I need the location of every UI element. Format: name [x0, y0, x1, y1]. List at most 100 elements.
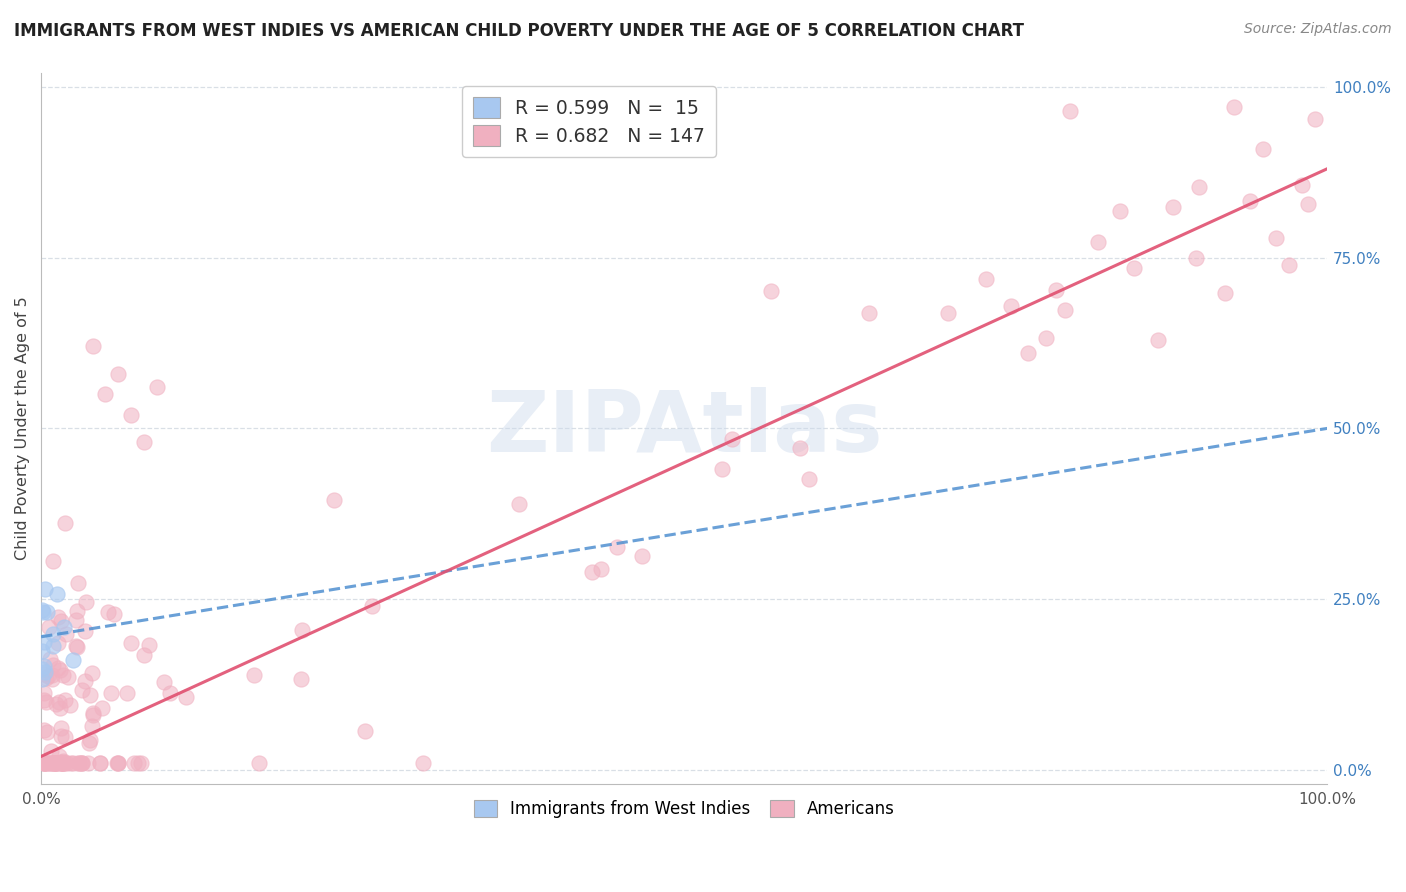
- Point: [412, 756, 434, 771]
- Point: [291, 623, 314, 637]
- Point: [70, 683, 93, 698]
- Point: [41, 673, 63, 687]
- Point: [77, 736, 100, 750]
- Point: [32, 686, 55, 700]
- Point: [42, 756, 65, 771]
- Point: [34, 665, 56, 679]
- Point: [82, 665, 104, 680]
- Point: [66, 604, 89, 618]
- Point: [1303, 112, 1326, 126]
- Point: [79, 732, 101, 747]
- Point: [46, 636, 69, 650]
- Text: Source: ZipAtlas.com: Source: ZipAtlas.com: [1244, 22, 1392, 37]
- Point: [107, 367, 129, 381]
- Point: [1017, 346, 1039, 360]
- Point: [32, 635, 55, 649]
- Point: [32, 693, 55, 707]
- Point: [97, 605, 120, 619]
- Point: [1213, 285, 1236, 300]
- Point: [138, 638, 160, 652]
- Point: [66, 576, 89, 591]
- Point: [115, 686, 138, 700]
- Point: [34, 582, 56, 597]
- Point: [72, 756, 94, 771]
- Point: [159, 686, 181, 700]
- Point: [90, 700, 112, 714]
- Point: [82, 707, 104, 722]
- Point: [51, 756, 73, 771]
- Point: [174, 690, 197, 705]
- Point: [711, 462, 734, 476]
- Point: [32, 666, 55, 681]
- Point: [1045, 283, 1067, 297]
- Point: [1296, 196, 1319, 211]
- Point: [31, 672, 53, 686]
- Legend: Immigrants from West Indies, Americans: Immigrants from West Indies, Americans: [467, 794, 901, 825]
- Point: [46, 609, 69, 624]
- Point: [38, 756, 60, 771]
- Point: [37, 605, 59, 619]
- Point: [124, 756, 146, 771]
- Point: [70, 756, 93, 771]
- Point: [1147, 333, 1170, 347]
- Point: [34, 695, 56, 709]
- Point: [146, 380, 169, 394]
- Point: [48, 696, 70, 710]
- Point: [51, 756, 73, 771]
- Point: [153, 675, 176, 690]
- Point: [31, 644, 53, 658]
- Point: [46, 661, 69, 675]
- Point: [1109, 203, 1132, 218]
- Point: [759, 284, 782, 298]
- Point: [35, 724, 58, 739]
- Point: [65, 613, 87, 627]
- Point: [58, 670, 80, 684]
- Point: [75, 595, 97, 609]
- Point: [65, 639, 87, 653]
- Point: [1265, 231, 1288, 245]
- Point: [127, 756, 149, 771]
- Point: [82, 706, 104, 720]
- Point: [508, 497, 530, 511]
- Point: [53, 693, 76, 707]
- Point: [290, 672, 312, 686]
- Point: [31, 606, 53, 620]
- Point: [51, 756, 73, 771]
- Point: [31, 662, 53, 676]
- Point: [52, 668, 75, 682]
- Point: [38, 652, 60, 666]
- Text: IMMIGRANTS FROM WEST INDIES VS AMERICAN CHILD POVERTY UNDER THE AGE OF 5 CORRELA: IMMIGRANTS FROM WEST INDIES VS AMERICAN …: [14, 22, 1024, 40]
- Point: [67, 756, 90, 771]
- Point: [247, 756, 270, 771]
- Point: [89, 756, 111, 771]
- Point: [589, 562, 612, 576]
- Point: [59, 756, 82, 771]
- Point: [53, 756, 76, 771]
- Point: [42, 756, 65, 771]
- Point: [44, 756, 66, 771]
- Point: [59, 698, 82, 712]
- Point: [45, 756, 67, 771]
- Text: ZIPAtlas: ZIPAtlas: [486, 387, 883, 470]
- Point: [1000, 299, 1022, 313]
- Point: [42, 756, 65, 771]
- Point: [107, 756, 129, 771]
- Point: [35, 756, 58, 771]
- Point: [73, 674, 96, 689]
- Point: [44, 756, 66, 771]
- Point: [37, 756, 59, 771]
- Point: [797, 472, 820, 486]
- Point: [938, 306, 960, 320]
- Point: [789, 441, 811, 455]
- Point: [105, 756, 128, 771]
- Point: [77, 756, 100, 771]
- Point: [1278, 258, 1301, 272]
- Point: [55, 627, 77, 641]
- Point: [49, 721, 72, 735]
- Point: [41, 658, 63, 673]
- Point: [32, 659, 55, 673]
- Point: [1053, 303, 1076, 318]
- Point: [581, 565, 603, 579]
- Y-axis label: Child Poverty Under the Age of 5: Child Poverty Under the Age of 5: [15, 296, 30, 560]
- Point: [89, 756, 111, 771]
